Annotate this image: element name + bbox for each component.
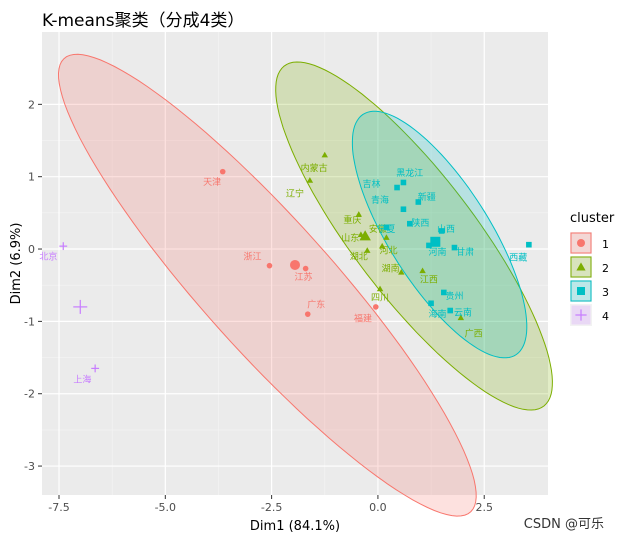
legend-marker-2 <box>576 262 586 271</box>
cluster-2-ellipse <box>275 61 553 411</box>
point-湖北 <box>364 247 371 253</box>
point-吉林 <box>394 184 400 191</box>
point-黑龙江 <box>400 179 407 186</box>
x-tick-label: 0.0 <box>369 501 387 514</box>
point-label: 广东 <box>307 299 325 311</box>
chart-title: K-means聚类（分成4类） <box>42 11 245 31</box>
point-label: 天津 <box>203 177 221 188</box>
point-label: 上海 <box>73 373 91 385</box>
point-label: 北京 <box>39 250 57 262</box>
x-axis-label: Dim1 (84.1%) <box>250 519 340 534</box>
x-tick-label: 2.5 <box>475 501 493 514</box>
legend-label-3: 3 <box>602 286 609 299</box>
y-axis-label: Dim2 (6.9%) <box>9 223 24 305</box>
point-宁夏 <box>383 224 390 231</box>
point-label: 陕西 <box>411 217 429 229</box>
point-label: 山西 <box>437 224 455 235</box>
point-label: 山东 <box>341 232 359 244</box>
y-tick-label: -2 <box>24 388 35 401</box>
point-浙江 <box>266 262 273 269</box>
y-tick-label: 0 <box>28 243 35 256</box>
legend-marker-3 <box>577 287 585 295</box>
point-label: 湖北 <box>350 251 368 262</box>
point-label: 青海 <box>371 194 389 206</box>
y-tick-label: 1 <box>28 171 35 184</box>
point-四川 <box>376 285 384 292</box>
point-北京 <box>59 242 68 251</box>
point-贵州 <box>441 289 447 296</box>
point-label: 云南 <box>454 307 472 319</box>
point-label: 甘肃 <box>456 246 474 258</box>
point-甘肃 <box>451 244 458 251</box>
point-label: 内蒙古 <box>301 162 328 174</box>
cluster-1-ellipse <box>57 53 477 517</box>
y-tick-label: 2 <box>28 98 35 111</box>
x-tick-label: -2.5 <box>261 501 282 514</box>
point-河南 <box>426 242 432 249</box>
point-安徽 <box>383 234 390 240</box>
point-label: 重庆 <box>343 214 361 226</box>
y-tick-label: -1 <box>24 315 35 328</box>
point-label: 海南 <box>428 308 446 320</box>
point-辽宁 <box>306 177 314 183</box>
point-山西 <box>438 228 445 234</box>
point-label: 江西 <box>420 274 438 285</box>
point-河北 <box>378 242 386 249</box>
point-重庆 <box>355 211 363 217</box>
point-上海 <box>91 364 100 373</box>
x-tick-label: -7.5 <box>48 501 69 514</box>
point-江苏 <box>302 265 309 272</box>
legend-title: cluster <box>570 211 615 226</box>
point-label: 贵州 <box>445 290 463 302</box>
point-label: 河北 <box>380 244 398 256</box>
point-陕西 <box>407 220 413 227</box>
legend-marker-4 <box>575 309 587 321</box>
point-广西 <box>457 314 465 321</box>
point-江西 <box>419 267 426 274</box>
legend-label-1: 1 <box>602 238 609 251</box>
point-西藏 <box>526 241 532 248</box>
cluster-3-ellipse <box>351 110 528 359</box>
legend-label-2: 2 <box>602 262 609 275</box>
point-label: 福建 <box>354 312 372 324</box>
point-label: 辽宁 <box>286 187 304 199</box>
point-label: 黑龙江 <box>396 167 423 179</box>
point-label: 宁夏 <box>377 223 395 235</box>
point-天津 <box>219 168 226 175</box>
point-label: 四川 <box>371 294 389 304</box>
point-青海 <box>400 206 407 213</box>
point-label: 浙江 <box>243 250 261 262</box>
point-label: 吉林 <box>363 178 381 190</box>
legend-marker-1 <box>577 239 585 247</box>
watermark: CSDN @可乐 <box>523 517 604 532</box>
point-云南 <box>447 307 454 314</box>
point-label: 河南 <box>428 246 446 258</box>
point-label: 新疆 <box>418 191 436 203</box>
point-新疆 <box>415 199 422 205</box>
point-湖南 <box>398 268 405 275</box>
cluster-2-center <box>359 230 371 241</box>
point-label: 江苏 <box>294 271 312 283</box>
point-label: 广西 <box>465 328 483 340</box>
point-海南 <box>428 300 434 307</box>
cluster-4-center <box>73 299 88 314</box>
point-label: 西藏 <box>509 252 527 264</box>
legend-label-4: 4 <box>602 310 609 323</box>
point-内蒙古 <box>321 151 328 158</box>
x-tick-label: -5.0 <box>155 501 176 514</box>
point-label: 湖南 <box>382 263 400 275</box>
point-广东 <box>304 311 311 317</box>
point-福建 <box>372 304 379 310</box>
cluster-1-center <box>290 259 300 270</box>
y-tick-label: -3 <box>24 460 35 473</box>
point-label: 安徽 <box>369 223 387 235</box>
cluster-3-center <box>430 236 441 247</box>
